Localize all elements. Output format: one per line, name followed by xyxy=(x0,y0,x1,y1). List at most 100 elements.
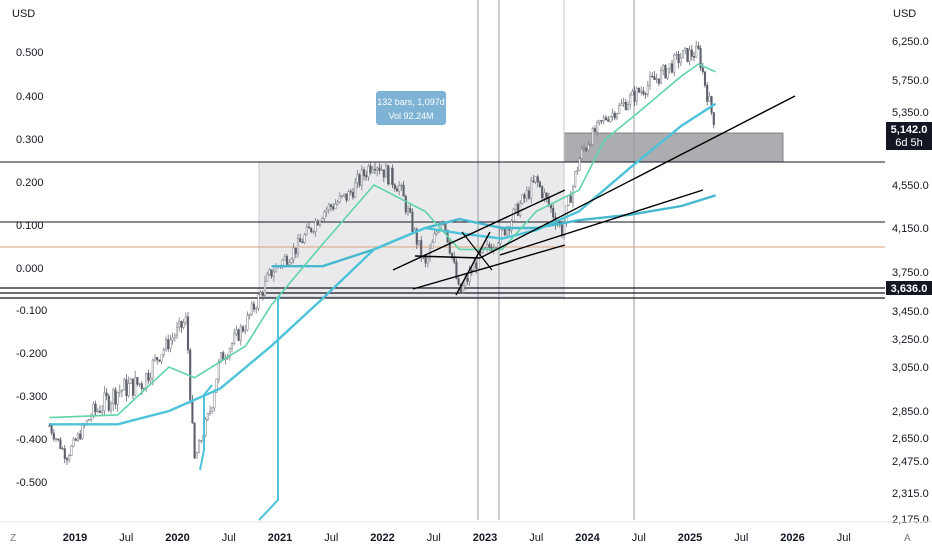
right-tick-label: 2,475.0 xyxy=(892,456,929,468)
candle-body xyxy=(54,438,58,440)
candle-body xyxy=(541,186,544,199)
right-price-axis[interactable]: 6,250.0 5,750.0 5,350.0 4,550.0 4,150.0 3,750… xyxy=(892,36,929,526)
candle-body xyxy=(644,93,647,95)
candle-body xyxy=(263,280,267,296)
candle-body xyxy=(197,440,201,454)
candle-body xyxy=(327,204,330,210)
time-tick-label: Jul xyxy=(119,532,133,544)
left-tick-label: 0.300 xyxy=(16,134,44,146)
candle-body xyxy=(303,234,306,243)
candle-body xyxy=(164,339,168,350)
time-tick-label: 2023 xyxy=(473,532,497,544)
candle-body xyxy=(131,378,135,396)
candle-body xyxy=(338,195,341,203)
candle-body xyxy=(61,448,64,450)
candle-body xyxy=(184,316,187,323)
time-axis[interactable]: 2019 Jul 2020 Jul 2021 Jul 2022 Jul 2023 Jul 2024 J… xyxy=(63,532,851,544)
level-price-label: 3,636.0 xyxy=(891,283,928,295)
candle-body xyxy=(624,101,627,111)
candle-body xyxy=(98,410,102,413)
candle-body xyxy=(699,48,702,68)
candle-body xyxy=(127,383,130,397)
candle-body xyxy=(255,308,258,310)
right-tick-label: 3,250.0 xyxy=(892,334,929,346)
time-tick-label: Jul xyxy=(222,532,236,544)
left-price-axis[interactable]: 0.500 0.400 0.300 0.200 0.100 0.000 -0.100 -0.2… xyxy=(16,47,47,489)
candle-body xyxy=(591,128,594,146)
candle-body xyxy=(81,424,84,440)
candle-body xyxy=(514,203,517,210)
candle-body xyxy=(257,294,260,309)
candle-body xyxy=(362,169,366,176)
candle-body xyxy=(708,96,711,102)
candle-body xyxy=(690,49,693,57)
measure-tooltip-box xyxy=(376,91,446,125)
candle-body xyxy=(662,65,665,71)
candle-body xyxy=(475,262,478,269)
right-tick-label: 4,550.0 xyxy=(892,180,929,192)
candle-body xyxy=(215,378,218,393)
auto-scale-button[interactable]: A xyxy=(904,533,911,544)
candle-body xyxy=(547,197,550,206)
candle-body xyxy=(402,184,405,197)
candle-body xyxy=(87,419,91,421)
trend-line xyxy=(499,189,704,256)
candle-body xyxy=(116,392,119,405)
candle-body xyxy=(395,188,399,192)
candle-body xyxy=(692,56,696,58)
measure-tooltip-volume: Vol 92.24M xyxy=(388,111,433,121)
candle-body xyxy=(270,269,273,277)
candle-body xyxy=(673,54,676,73)
candle-body xyxy=(655,78,658,80)
candle-body xyxy=(191,399,194,424)
time-tick-label: Jul xyxy=(529,532,543,544)
candle-body xyxy=(171,337,174,341)
candle-body xyxy=(70,445,73,456)
time-tick-label: 2019 xyxy=(63,532,87,544)
candle-body xyxy=(336,201,339,205)
candle-body xyxy=(664,65,667,79)
candle-body xyxy=(426,257,429,264)
candle-body xyxy=(534,176,537,183)
candle-body xyxy=(156,357,159,361)
candle-body xyxy=(642,90,645,95)
candle-body xyxy=(688,49,691,62)
candle-body xyxy=(703,71,707,86)
candle-body xyxy=(246,315,249,331)
time-tick-label: 2025 xyxy=(678,532,702,544)
candle-body xyxy=(347,191,350,201)
candle-body xyxy=(268,269,271,275)
time-tick-label: Jul xyxy=(324,532,338,544)
candle-body xyxy=(710,96,713,113)
candle-body xyxy=(360,169,363,186)
level-price-badge xyxy=(886,281,932,295)
slow-moving-average xyxy=(49,102,717,426)
candle-body xyxy=(307,226,311,229)
left-tick-label: -0.300 xyxy=(16,391,47,403)
left-tick-label: 0.000 xyxy=(16,263,44,275)
candle-body xyxy=(657,78,660,84)
candle-body xyxy=(519,203,522,216)
candle-body xyxy=(76,433,80,441)
candle-body xyxy=(486,244,489,248)
candle-body xyxy=(393,184,396,189)
candle-body xyxy=(213,392,216,409)
candle-body xyxy=(549,204,553,209)
trend-line xyxy=(461,231,493,271)
candle-body xyxy=(378,167,381,171)
trend-line xyxy=(414,255,481,259)
trend-line xyxy=(455,231,491,296)
zoom-button[interactable]: Z xyxy=(10,533,16,544)
candle-body xyxy=(57,438,60,441)
candle-body xyxy=(180,320,183,328)
candle-body xyxy=(367,165,370,178)
candle-body xyxy=(349,191,352,193)
candle-body xyxy=(499,228,502,244)
candle-body xyxy=(543,192,546,199)
candle-body xyxy=(545,192,548,198)
candle-body xyxy=(686,48,689,62)
candle-body xyxy=(494,247,498,249)
candle-body xyxy=(593,128,597,132)
candle-body xyxy=(123,379,126,391)
